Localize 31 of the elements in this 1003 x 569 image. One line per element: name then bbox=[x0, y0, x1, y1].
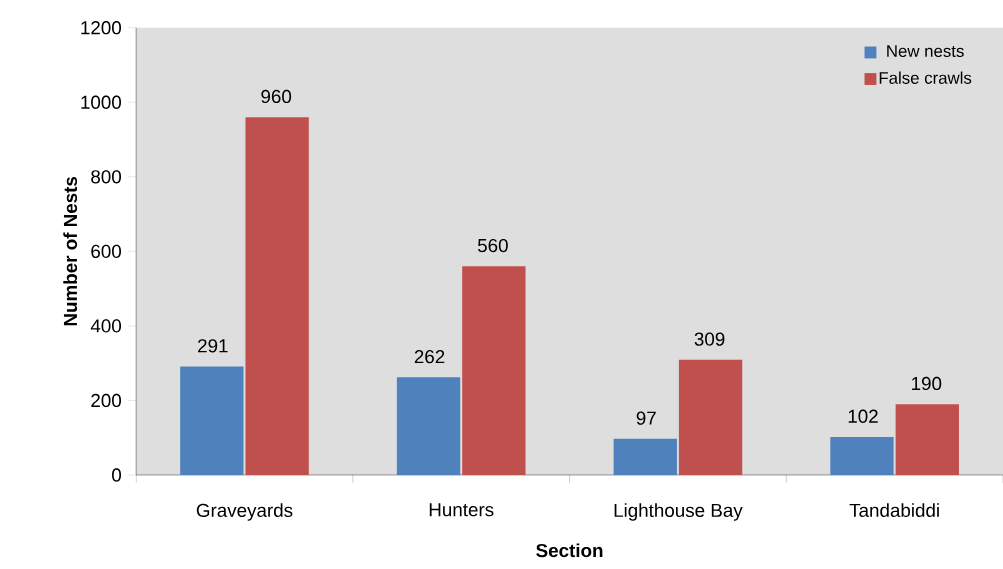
bar bbox=[678, 359, 743, 475]
x-axis-title: Section bbox=[536, 543, 603, 558]
data-label: 190 bbox=[912, 376, 942, 391]
x-tick-label: Lighthouse Bay bbox=[614, 503, 743, 521]
y-tick-label: 400 bbox=[90, 319, 122, 333]
bar bbox=[396, 377, 461, 475]
y-tick-label: 1000 bbox=[81, 95, 122, 109]
legend-label: False crawls bbox=[879, 71, 972, 84]
data-label: 309 bbox=[694, 332, 725, 346]
bar bbox=[462, 266, 526, 475]
x-tick-label: Hunters bbox=[429, 503, 494, 517]
y-tick-label: 600 bbox=[91, 244, 122, 259]
bar bbox=[180, 366, 244, 475]
bar bbox=[613, 438, 677, 475]
x-tick-label: Tandabiddi bbox=[849, 503, 939, 518]
y-tick-label: 800 bbox=[91, 170, 122, 184]
x-tick-label: Graveyards bbox=[196, 503, 293, 521]
bar bbox=[830, 436, 894, 475]
y-tick-label: 200 bbox=[91, 393, 122, 408]
data-label: 960 bbox=[261, 89, 292, 104]
data-label: 102 bbox=[848, 409, 878, 423]
data-label: 262 bbox=[414, 349, 445, 364]
y-axis-title: Number of Nests bbox=[63, 176, 78, 326]
bar bbox=[895, 404, 959, 475]
data-label: 560 bbox=[477, 238, 508, 253]
y-tick-label: 1200 bbox=[81, 21, 122, 35]
data-label: 291 bbox=[198, 339, 228, 353]
y-tick-label: 0 bbox=[112, 468, 122, 482]
data-label: 97 bbox=[636, 411, 656, 425]
legend-label: New nests bbox=[887, 45, 964, 58]
bar bbox=[245, 117, 309, 475]
